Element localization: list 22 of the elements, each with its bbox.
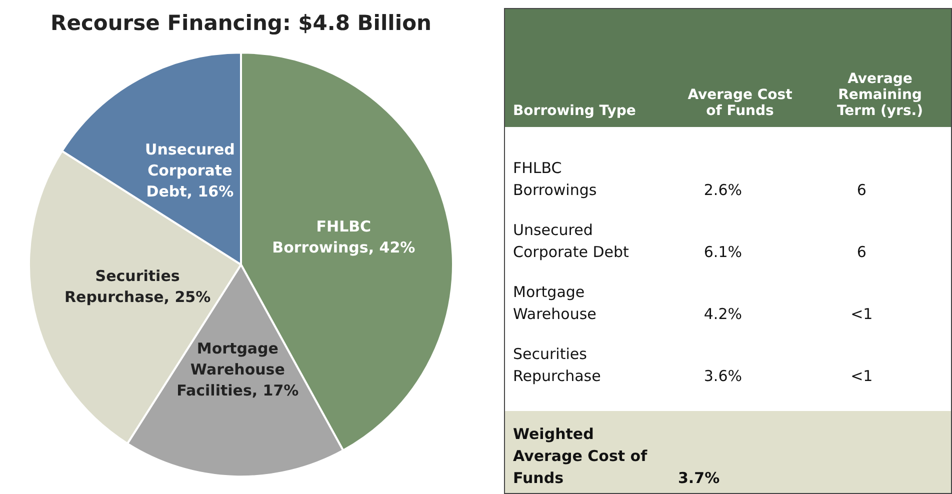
- text: 6.1%: [702, 242, 743, 263]
- text: <1: [850, 304, 874, 325]
- text: Mortgage Warehouse: [512, 282, 598, 325]
- text: FHLBC Borrowings: [512, 158, 598, 201]
- text: 2.6%: [702, 180, 743, 201]
- slice-label: Securities Repurchase, 25%: [64, 267, 211, 306]
- text: 3.6%: [702, 366, 743, 387]
- text: Securities Repurchase: [512, 344, 602, 387]
- slice-label: FHLBC Borrowings, 42%: [272, 218, 416, 257]
- slice-label: Mortgage Warehouse Facilities, 17%: [176, 339, 299, 400]
- text: <1: [850, 366, 874, 387]
- text: Unsecured Corporate Debt: [512, 220, 630, 263]
- chart-title: Recourse Financing: $4.8 Billion: [50, 11, 432, 36]
- text: Average Remaining Term (yrs.): [836, 71, 924, 119]
- text: Average Cost of Funds: [686, 87, 794, 119]
- text: Weighted Average Cost of Funds: [512, 424, 648, 489]
- slice-label: Unsecured Corporate Debt, 16%: [145, 140, 235, 201]
- text: 3.7%: [677, 468, 721, 489]
- text: 4.2%: [702, 304, 743, 325]
- text: 6: [856, 180, 868, 201]
- text: 6: [856, 242, 868, 263]
- text: Borrowing Type: [512, 103, 637, 119]
